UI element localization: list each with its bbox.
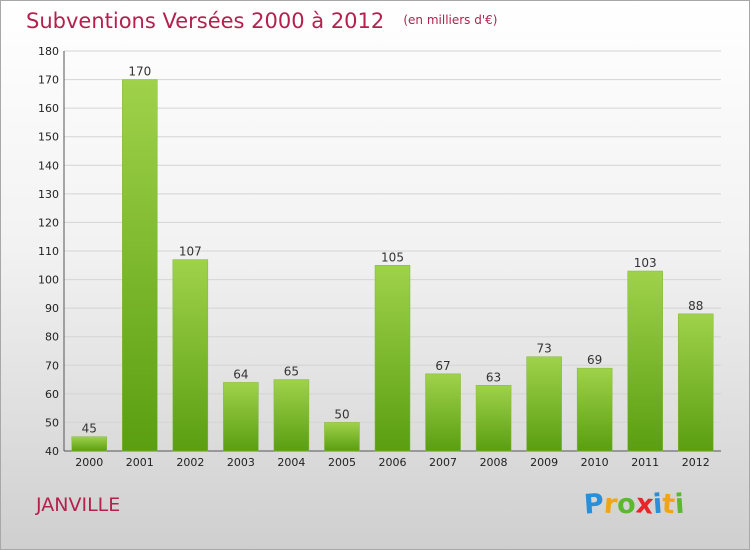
data-label: 73: [536, 342, 551, 356]
y-tick-label: 90: [45, 302, 59, 315]
y-tick-label: 80: [45, 331, 59, 344]
y-tick-label: 70: [45, 359, 59, 372]
bar-2000: [71, 436, 108, 452]
bar-2010: [576, 367, 613, 452]
bar-2003: [223, 382, 259, 452]
data-label: 103: [634, 256, 657, 270]
x-tick-label: 2001: [126, 456, 154, 469]
data-label: 67: [435, 359, 450, 373]
x-tick-label: 2008: [480, 456, 508, 469]
x-tick-label: 2005: [328, 456, 356, 469]
bar-2008: [475, 385, 512, 452]
bar-2011: [627, 270, 663, 452]
data-label: 63: [486, 370, 501, 384]
y-tick-label: 100: [38, 274, 59, 287]
logo-letter: P: [582, 488, 605, 521]
bar-2001: [122, 79, 158, 452]
x-tick-label: 2006: [379, 456, 407, 469]
x-tick-label: 2002: [176, 456, 204, 469]
bar-2002: [172, 259, 209, 452]
x-tick-label: 2012: [682, 456, 710, 469]
bar-2006: [374, 265, 411, 452]
chart-subtitle: (en milliers d'€): [403, 13, 498, 27]
title-row: Subventions Versées 2000 à 2012 (en mill…: [26, 9, 497, 33]
x-tick-label: 2004: [277, 456, 305, 469]
bar-2005: [324, 422, 360, 452]
chart-title: Subventions Versées 2000 à 2012: [26, 9, 385, 33]
data-label: 45: [82, 422, 97, 436]
y-tick-label: 180: [38, 45, 59, 58]
data-label: 65: [284, 365, 299, 379]
bars: [71, 79, 714, 452]
data-label: 64: [233, 367, 248, 381]
city-name: JANVILLE: [36, 494, 121, 516]
y-tick-label: 150: [38, 131, 59, 144]
y-tick-label: 40: [45, 445, 59, 458]
y-tick-label: 50: [45, 416, 59, 429]
x-tick-label: 2011: [631, 456, 659, 469]
data-label: 107: [179, 245, 202, 259]
y-tick-label: 130: [38, 188, 59, 201]
y-tick-labels: 40 50 60 70 80 90 100 110 120 130 140 150 160 170 180: [38, 45, 59, 458]
data-label: 105: [381, 250, 404, 264]
bar-2004: [273, 379, 310, 452]
y-tick-label: 120: [38, 216, 59, 229]
data-labels: 45 170 107 64 65 50 105 67 63 73 69 103 88: [82, 65, 704, 436]
x-tick-label: 2009: [530, 456, 558, 469]
data-label: 50: [334, 407, 349, 421]
x-tick-label: 2010: [581, 456, 609, 469]
x-tick-label: 2000: [75, 456, 103, 469]
y-tick-label: 140: [38, 159, 59, 172]
y-tick-label: 60: [45, 388, 59, 401]
bar-2007: [425, 373, 461, 452]
data-label: 170: [128, 65, 151, 79]
x-tick-labels: 2000 2001 2002 2003 2004 2005 2006 2007 2008 2009…: [75, 456, 709, 469]
logo-letter: o: [616, 488, 637, 521]
proxiti-logo: Proxiti: [582, 488, 686, 521]
y-tick-label: 170: [38, 74, 59, 87]
data-label: 69: [587, 353, 602, 367]
x-tick-label: 2003: [227, 456, 255, 469]
y-tick-label: 110: [38, 245, 59, 258]
bar-2012: [677, 313, 714, 452]
data-label: 88: [688, 299, 703, 313]
bar-2009: [526, 356, 562, 452]
x-tick-label: 2007: [429, 456, 457, 469]
logo-letter: i: [674, 488, 686, 521]
y-tick-label: 160: [38, 102, 59, 115]
